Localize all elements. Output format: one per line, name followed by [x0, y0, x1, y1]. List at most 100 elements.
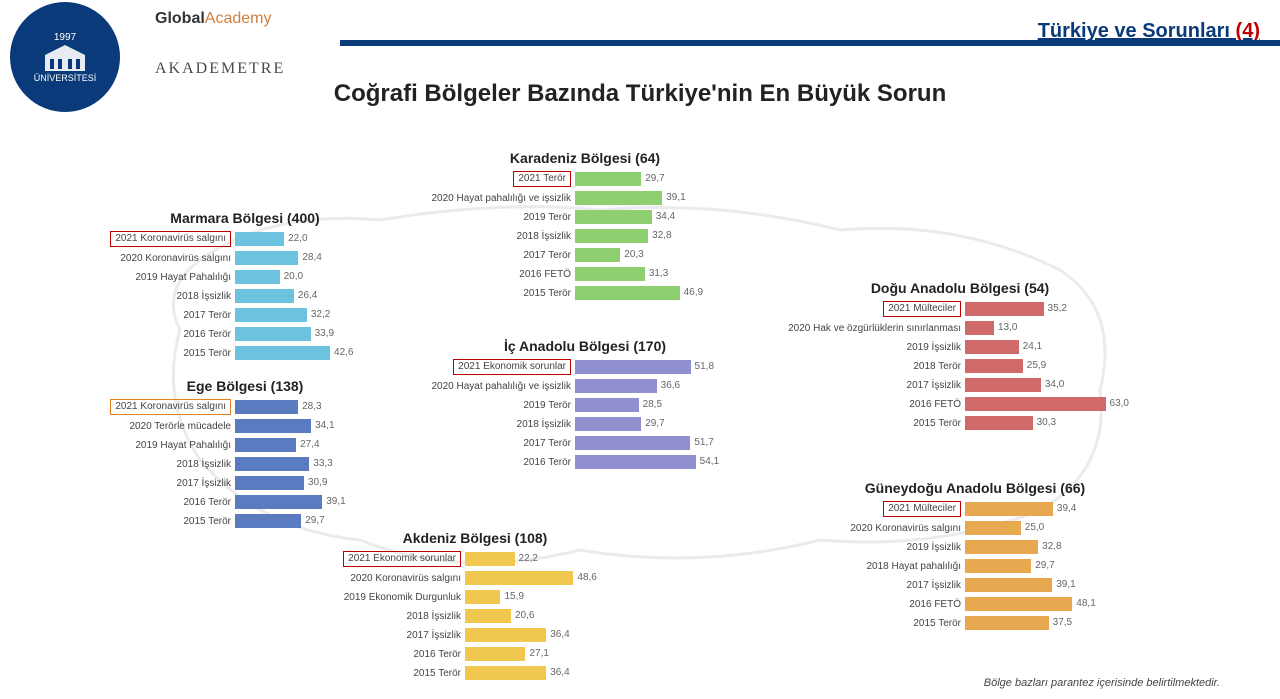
bar-row: 2017 İşsizlik34,0	[770, 376, 1150, 394]
bar-fill	[575, 210, 652, 224]
bar-row: 2020 Hayat pahalılığı ve işsizlik39,1	[410, 189, 760, 207]
bar-track: 13,0	[965, 321, 994, 335]
bar-value: 39,1	[662, 191, 685, 205]
bar-track: 33,3	[235, 457, 309, 471]
bar-track: 37,5	[965, 616, 1049, 630]
bar-track: 31,3	[575, 267, 645, 281]
bar-row: 2018 İşsizlik32,8	[410, 227, 760, 245]
bar-track: 48,6	[465, 571, 573, 585]
bar-track: 36,6	[575, 379, 657, 393]
bar-track: 32,2	[235, 308, 307, 322]
bar-label: 2015 Terör	[410, 288, 575, 299]
bar-label: 2020 Hak ve özgürlüklerin sınırlanması	[770, 323, 965, 334]
bar-track: 34,1	[235, 419, 311, 433]
bar-value: 42,6	[330, 346, 353, 360]
section-text: Türkiye ve Sorunları	[1038, 20, 1230, 42]
bar-value: 28,5	[639, 398, 662, 412]
bar-row: 2015 Terör 42,6	[70, 344, 420, 362]
bar-fill	[965, 559, 1031, 573]
bar-track: 27,1	[465, 647, 525, 661]
bar-track: 32,8	[965, 540, 1038, 554]
bar-track: 51,8	[575, 360, 691, 374]
bar-value: 48,1	[1072, 597, 1095, 611]
bar-value: 33,3	[309, 457, 332, 471]
bar-value: 29,7	[1031, 559, 1054, 573]
bar-row: 2018 İşsizlik29,7	[410, 415, 760, 433]
bar-track: 27,4	[235, 438, 296, 452]
bar-label: 2021 Ekonomik sorunlar	[300, 551, 465, 567]
bar-value: 51,8	[691, 360, 714, 374]
bar-track: 30,9	[235, 476, 304, 490]
bar-row: 2016 Terör39,1	[70, 493, 420, 511]
region-doguanadolu: Doğu Anadolu Bölgesi (54)2021 Mülteciler…	[770, 280, 1150, 433]
bar-label: 2015 Terör	[70, 348, 235, 359]
bar-fill	[965, 502, 1053, 516]
bar-track: 36,4	[465, 628, 546, 642]
bar-label: 2018 İşsizlik	[70, 291, 235, 302]
bar-track: 28,5	[575, 398, 639, 412]
section-num: (4)	[1236, 20, 1260, 42]
bar-fill	[235, 419, 311, 433]
bar-row: 2015 Terör37,5	[800, 614, 1150, 632]
bar-track: 22,0	[235, 232, 284, 246]
region-akdeniz: Akdeniz Bölgesi (108)2021 Ekonomik sorun…	[300, 530, 650, 683]
bar-label: 2021 Terör	[410, 171, 575, 187]
bar-row: 2019 Ekonomik Durgunluk15,9	[300, 588, 650, 606]
bar-value: 29,7	[301, 514, 324, 528]
bar-label: 2019 Terör	[410, 400, 575, 411]
bar-track: 20,0	[235, 270, 280, 284]
bar-label: 2019 Hayat Pahalılığı	[70, 440, 235, 451]
bar-fill	[965, 616, 1049, 630]
bar-value: 32,2	[307, 308, 330, 322]
bar-fill	[575, 267, 645, 281]
region-guneydogu: Güneydoğu Anadolu Bölgesi (66)2021 Mülte…	[800, 480, 1150, 633]
akademetre-logo: AKADEMETRE	[155, 60, 285, 78]
bar-track: 35,2	[965, 302, 1044, 316]
bar-label: 2021 Koronavirüs salgını	[70, 231, 235, 247]
bar-row: 2017 Terör51,7	[410, 434, 760, 452]
bar-track: 39,1	[235, 495, 322, 509]
bar-row: 2017 Terör32,2	[70, 306, 420, 324]
bar-value: 15,9	[500, 590, 523, 604]
bar-label: 2018 İşsizlik	[70, 459, 235, 470]
bar-label: 2017 Terör	[410, 250, 575, 261]
bar-value: 51,7	[690, 436, 713, 450]
building-icon	[40, 43, 90, 73]
bar-label: 2020 Koronavirüs salgını	[300, 573, 465, 584]
region-title: Doğu Anadolu Bölgesi (54)	[770, 280, 1150, 296]
bar-fill	[465, 647, 525, 661]
bar-value: 20,6	[511, 609, 534, 623]
bar-value: 24,1	[1019, 340, 1042, 354]
bar-fill	[235, 457, 309, 471]
bar-label: 2019 Ekonomik Durgunluk	[300, 592, 465, 603]
bar-track: 32,8	[575, 229, 648, 243]
bar-value: 36,4	[546, 628, 569, 642]
bar-track: 34,4	[575, 210, 652, 224]
bar-fill	[965, 359, 1023, 373]
bar-value: 33,9	[311, 327, 334, 341]
bar-fill	[235, 495, 322, 509]
bar-value: 31,3	[645, 267, 668, 281]
bar-row: 2020 Koronavirüs salgını48,6	[300, 569, 650, 587]
bar-row: 2019 Hayat Pahalılığı27,4	[70, 436, 420, 454]
global-b: Global	[155, 10, 205, 27]
bar-label: 2019 Terör	[410, 212, 575, 223]
bar-track: 26,4	[235, 289, 294, 303]
bar-fill	[965, 521, 1021, 535]
bar-fill	[235, 476, 304, 490]
bar-fill	[465, 628, 546, 642]
bar-row: 2018 İşsizlik20,6	[300, 607, 650, 625]
bar-value: 30,3	[1033, 416, 1056, 430]
bar-label-highlight: 2021 Ekonomik sorunlar	[343, 551, 461, 567]
bar-label: 2017 İşsizlik	[300, 630, 465, 641]
bar-track: 15,9	[465, 590, 500, 604]
bar-value: 28,4	[298, 251, 321, 265]
bar-fill	[465, 552, 515, 566]
bar-fill	[235, 251, 298, 265]
bar-fill	[575, 248, 620, 262]
bar-fill	[965, 416, 1033, 430]
bar-value: 34,1	[311, 419, 334, 433]
bar-row: 2015 Terör29,7	[70, 512, 420, 530]
bar-label: 2020 Koronavirüs salgını	[800, 523, 965, 534]
bar-row: 2020 Koronavirüs salgını25,0	[800, 519, 1150, 537]
